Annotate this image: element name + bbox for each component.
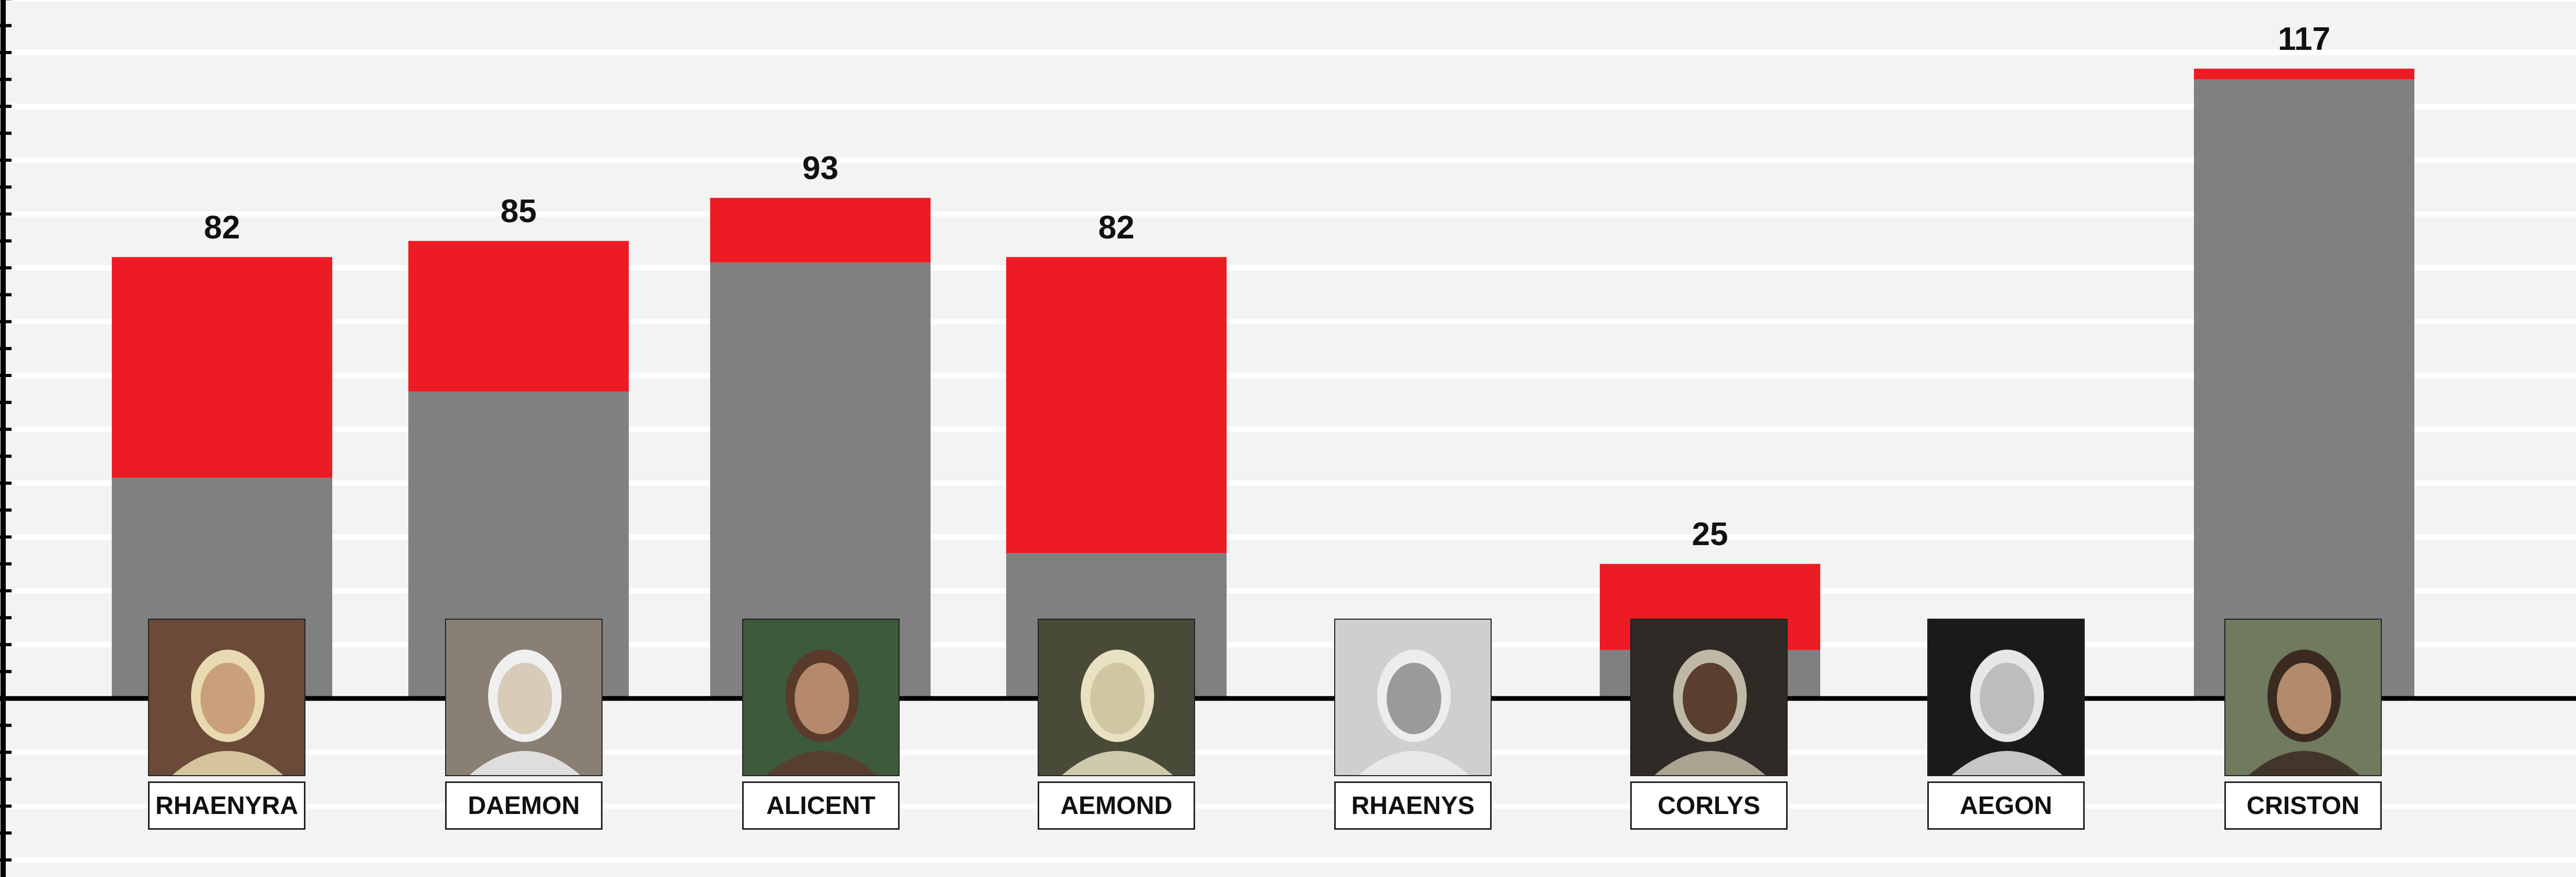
name-label-aegon: AEGON xyxy=(1927,781,2085,830)
data-label-criston: 117 xyxy=(2277,20,2331,57)
bar-rhaenyra-segment-2 xyxy=(112,257,332,478)
bar-criston-segment-2 xyxy=(2194,68,2414,80)
portrait-corlys xyxy=(1630,619,1788,776)
name-label-aemond: AEMOND xyxy=(1038,781,1195,830)
portrait-criston xyxy=(2224,619,2382,776)
bar-daemon-segment-2 xyxy=(408,241,629,392)
portrait-aegon xyxy=(1927,619,2085,776)
bar-alicent-segment-2 xyxy=(710,197,931,263)
name-label-rhaenyra: RHAENYRA xyxy=(148,781,305,830)
bar-criston-segment-1 xyxy=(2194,79,2414,698)
portrait-daemon xyxy=(445,619,603,776)
portrait-rhaenyra xyxy=(148,619,305,776)
data-label-daemon: 85 xyxy=(500,193,537,229)
portrait-rhaenys xyxy=(1334,619,1492,776)
name-label-criston: CRISTON xyxy=(2224,781,2382,830)
name-label-daemon: DAEMON xyxy=(445,781,603,830)
data-label-corlys: 25 xyxy=(1692,516,1728,552)
portrait-aemond xyxy=(1038,619,1195,776)
name-label-alicent: ALICENT xyxy=(742,781,900,830)
name-label-rhaenys: RHAENYS xyxy=(1334,781,1492,830)
bar-aemond-segment-2 xyxy=(1006,257,1227,554)
data-label-rhaenyra: 82 xyxy=(204,209,240,246)
data-label-aemond: 82 xyxy=(1098,209,1135,246)
name-label-corlys: CORLYS xyxy=(1630,781,1788,830)
portrait-alicent xyxy=(742,619,900,776)
data-label-alicent: 93 xyxy=(802,150,839,186)
